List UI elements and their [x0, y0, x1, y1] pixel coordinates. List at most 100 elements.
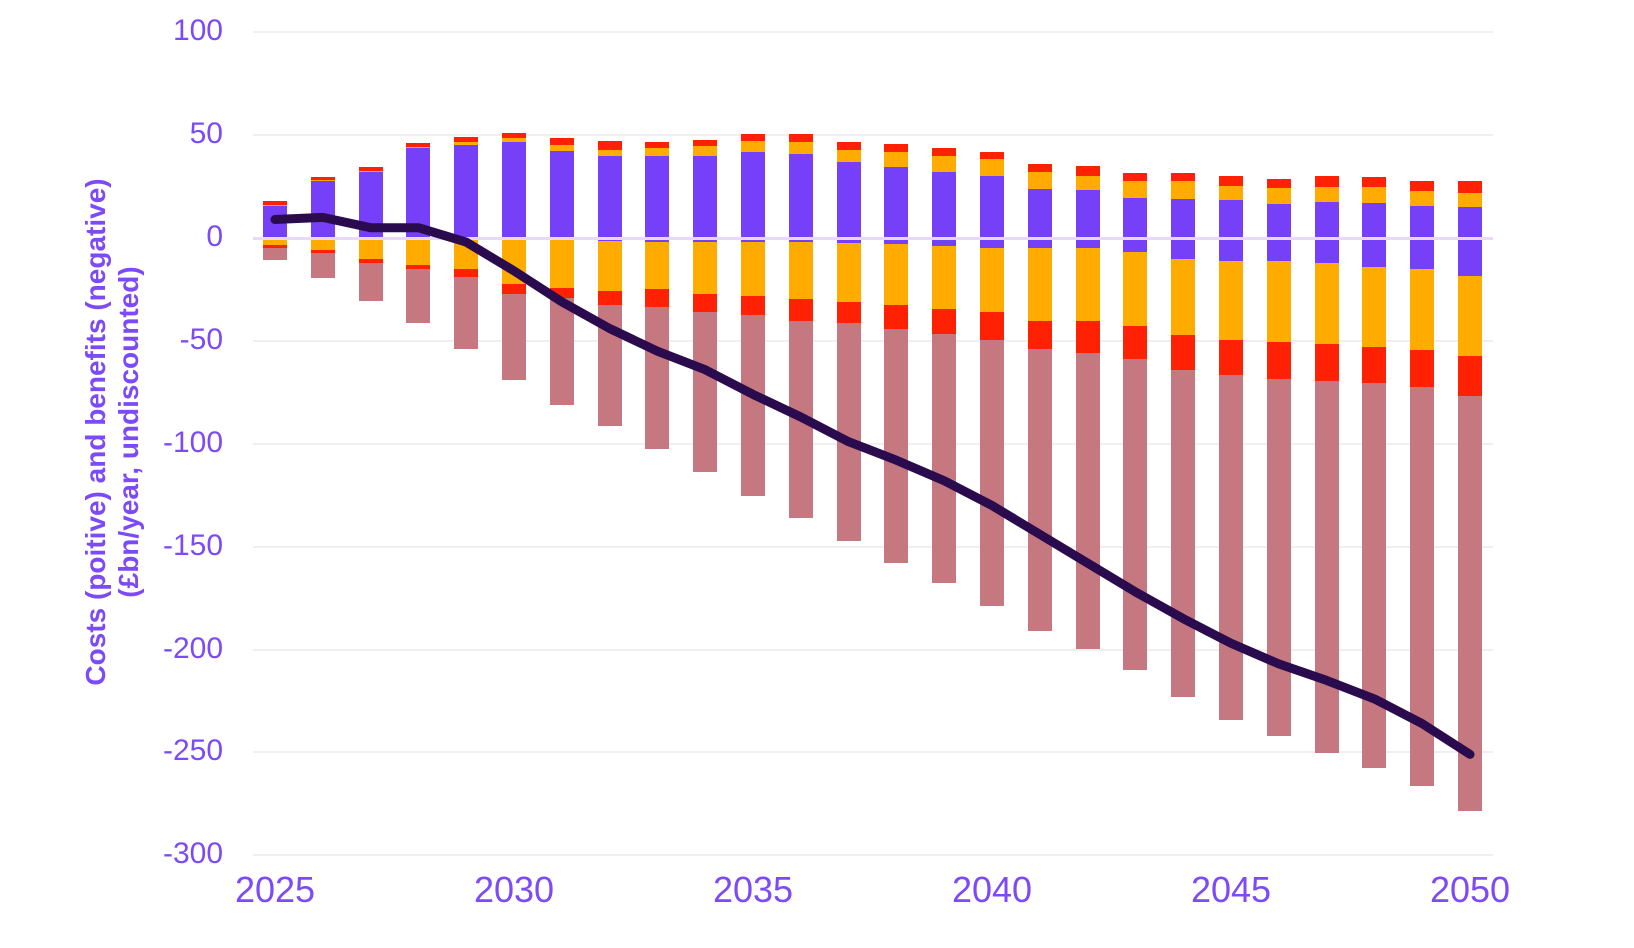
bar-segment-purple-positive-2037: [836, 161, 861, 238]
bar-segment-mauve-negative-2025: [263, 248, 287, 260]
bar-segment-purple-positive-2034: [693, 155, 718, 238]
bar-segment-orange-positive-2037: [836, 149, 861, 162]
bar-segment-mauve-negative-2031: [549, 297, 574, 405]
bar-segment-purple-negative-2043: [1123, 238, 1148, 253]
bar-segment-orange-positive-2049: [1410, 190, 1435, 207]
bar-segment-red-negative-2040: [980, 312, 1004, 340]
x-tick-label-2025: 2025: [234, 869, 316, 910]
bar-segment-red-positive-2047: [1314, 176, 1339, 187]
bar-segment-orange-positive-2040: [980, 158, 1004, 177]
bar-segment-mauve-negative-2032: [597, 304, 622, 427]
bar-segment-red-negative-2039: [932, 308, 957, 334]
bar-segment-mauve-negative-2047: [1314, 380, 1339, 754]
bar-segment-orange-negative-2043: [1123, 252, 1148, 327]
bar-segment-mauve-negative-2029: [454, 277, 479, 350]
bar-segment-red-positive-2030: [502, 133, 526, 139]
bar-segment-orange-positive-2046: [1266, 187, 1291, 205]
bar-segment-red-positive-2027: [358, 167, 383, 172]
bar-segment-red-negative-2041: [1027, 321, 1052, 350]
y-tick-label--200: -200: [162, 631, 223, 665]
bar-segment-purple-negative-2050: [1458, 238, 1482, 277]
bar-segment-mauve-negative-2038: [884, 328, 909, 564]
bar-segment-orange-positive-2047: [1314, 186, 1339, 202]
bar-segment-orange-positive-2031: [549, 145, 574, 151]
bar-segment-red-negative-2037: [836, 301, 861, 324]
bar-segment-mauve-negative-2050: [1458, 396, 1482, 811]
bar-segment-orange-positive-2033: [645, 148, 670, 156]
bar-segment-orange-negative-2033: [645, 242, 670, 290]
gridline--300: [253, 854, 1493, 857]
bar-segment-purple-positive-2032: [597, 155, 622, 238]
bar-segment-mauve-negative-2037: [836, 323, 861, 542]
bar-segment-mauve-negative-2043: [1123, 359, 1148, 671]
bar-segment-purple-positive-2025: [263, 206, 287, 238]
bar-segment-red-positive-2040: [980, 151, 1004, 159]
bar-segment-purple-negative-2049: [1410, 238, 1435, 269]
bar-segment-orange-positive-2028: [406, 147, 431, 149]
bar-segment-orange-negative-2030: [502, 239, 526, 285]
bar-segment-orange-positive-2041: [1027, 172, 1052, 189]
bar-segment-orange-positive-2038: [884, 151, 909, 167]
gridline--150: [253, 545, 1493, 548]
bar-segment-red-positive-2034: [693, 140, 718, 147]
bar-segment-red-negative-2032: [597, 291, 622, 305]
bar-segment-purple-positive-2029: [454, 145, 479, 238]
x-tick-label-2030: 2030: [473, 869, 555, 910]
bar-segment-orange-negative-2038: [884, 244, 909, 305]
bar-segment-orange-negative-2029: [454, 239, 479, 269]
bar-segment-red-positive-2032: [597, 141, 622, 151]
bar-segment-red-negative-2045: [1219, 339, 1243, 375]
x-tick-label-2045: 2045: [1190, 869, 1272, 910]
bar-segment-red-negative-2029: [454, 268, 479, 278]
bar-segment-purple-positive-2026: [310, 181, 335, 238]
bar-segment-mauve-negative-2033: [645, 306, 670, 449]
bar-segment-mauve-negative-2044: [1171, 369, 1196, 697]
bar-segment-red-negative-2048: [1362, 347, 1387, 384]
bar-segment-red-negative-2031: [549, 288, 574, 298]
bar-segment-red-negative-2043: [1123, 326, 1148, 360]
bar-segment-orange-negative-2039: [932, 246, 957, 309]
bar-segment-purple-positive-2049: [1410, 206, 1435, 238]
bar-segment-orange-negative-2041: [1027, 248, 1052, 322]
bar-segment-orange-positive-2026: [310, 180, 335, 182]
bar-segment-orange-negative-2032: [597, 241, 622, 292]
bar-segment-purple-positive-2047: [1314, 201, 1339, 238]
x-tick-label-2050: 2050: [1429, 869, 1511, 910]
bar-segment-red-positive-2044: [1171, 173, 1196, 182]
y-tick-label--150: -150: [162, 528, 223, 562]
bar-segment-orange-negative-2035: [741, 242, 765, 296]
y-tick-label--300: -300: [162, 837, 223, 871]
y-tick-label-100: 100: [172, 14, 223, 48]
bar-segment-red-positive-2026: [310, 177, 335, 181]
bar-segment-mauve-negative-2040: [980, 339, 1004, 607]
bar-segment-orange-positive-2044: [1171, 181, 1196, 199]
x-tick-label-2035: 2035: [712, 869, 794, 910]
bar-segment-purple-positive-2050: [1458, 207, 1482, 238]
bar-segment-orange-negative-2042: [1075, 248, 1100, 322]
gridline-50: [253, 134, 1493, 137]
bar-segment-purple-negative-2041: [1027, 238, 1052, 249]
bar-segment-orange-negative-2050: [1458, 276, 1482, 357]
bar-segment-purple-positive-2045: [1219, 199, 1243, 238]
bar-segment-orange-positive-2027: [358, 171, 383, 173]
bar-segment-red-positive-2037: [836, 142, 861, 150]
bar-segment-red-negative-2038: [884, 304, 909, 329]
bar-segment-orange-negative-2028: [406, 238, 431, 265]
bar-segment-purple-negative-2042: [1075, 238, 1100, 249]
bar-segment-red-positive-2028: [406, 143, 431, 148]
bar-segment-mauve-negative-2035: [741, 315, 765, 497]
bar-segment-mauve-negative-2046: [1266, 378, 1291, 736]
bar-segment-purple-negative-2045: [1219, 238, 1243, 261]
bar-segment-red-negative-2035: [741, 295, 765, 316]
bar-segment-red-positive-2038: [884, 144, 909, 152]
y-tick-label--50: -50: [179, 322, 223, 356]
bar-segment-red-positive-2031: [549, 138, 574, 146]
bar-segment-purple-positive-2040: [980, 176, 1004, 238]
bar-segment-purple-positive-2027: [358, 172, 383, 238]
bar-segment-orange-positive-2035: [741, 141, 765, 152]
bar-segment-purple-negative-2047: [1314, 238, 1339, 263]
bar-segment-orange-positive-2030: [502, 138, 526, 143]
bar-segment-orange-positive-2043: [1123, 181, 1148, 198]
bar-segment-mauve-negative-2036: [788, 321, 813, 518]
